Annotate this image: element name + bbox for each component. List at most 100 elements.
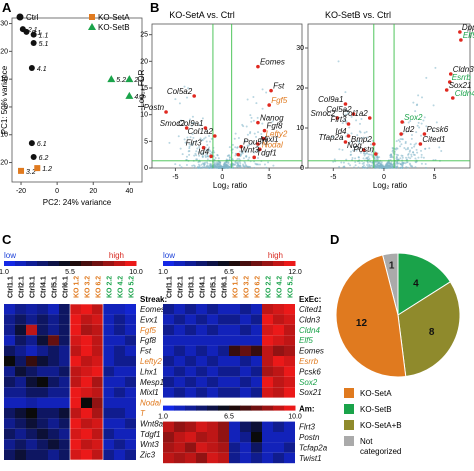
pie-slice-ko-setb	[397, 252, 452, 316]
heatmap-cell	[185, 442, 196, 453]
legend-label-ctrl: Ctrl	[26, 13, 39, 22]
heatmap-cell	[273, 314, 284, 325]
column-header-right-ko-2-2: KO 2.2	[266, 276, 273, 298]
heatmap-cell	[174, 314, 185, 325]
heatmap-cell	[273, 432, 284, 443]
volcano-background-point	[410, 153, 413, 156]
column-header-ko-6-2: KO 6.2	[96, 276, 103, 298]
volcano-background-point	[233, 137, 236, 140]
color-scale-low-label-right: low	[163, 251, 175, 260]
volcano-gene-label-col1a2: Col1a2	[187, 127, 213, 136]
heatmap-cell	[4, 345, 15, 356]
volcano-background-point	[368, 157, 371, 160]
heatmap-row-label-mixl1: Mixl1	[140, 388, 159, 397]
pie-legend-swatch-ko-setb	[344, 404, 354, 414]
pie-legend-label-ko-setb-line: KO-SetB	[360, 405, 392, 414]
volcano-background-point	[395, 140, 398, 143]
heatmap-cell	[174, 366, 185, 377]
volcano-background-point	[192, 164, 195, 167]
column-header-ctrl3-1: Ctrl3.1	[30, 276, 37, 298]
volcano-background-point	[242, 157, 245, 160]
volcano-gene-label-smoc2: Smoc2	[310, 109, 335, 118]
heatmap-cell	[81, 356, 92, 367]
volcano-y-tick-label: 0	[144, 165, 148, 172]
volcano-background-point	[363, 154, 366, 157]
heatmap-cell	[48, 408, 59, 419]
volcano-y-tick-label: 5	[144, 138, 148, 145]
heatmap-cell	[218, 366, 229, 377]
volcano-background-point	[203, 137, 206, 140]
heatmap-cell	[229, 421, 240, 432]
heatmap-cell	[26, 314, 37, 325]
pie-legend-label-notcategorized-line: Not	[360, 437, 373, 446]
volcano-gene-label-wnt3: Wnt3	[240, 146, 259, 155]
heatmap-cell	[174, 356, 185, 367]
volcano-background-point	[367, 153, 370, 156]
heatmap-cell	[70, 324, 81, 336]
heatmap-cell	[4, 356, 15, 367]
volcano-gene-label-mixl1: Mixl1	[260, 135, 279, 144]
volcano-background-point	[343, 166, 346, 169]
volcano-background-point	[245, 150, 248, 153]
volcano-background-point	[376, 165, 379, 168]
heatmap-cell	[81, 439, 92, 450]
heatmap-cell	[174, 432, 185, 443]
heatmap-cell	[59, 428, 70, 440]
volcano-gene-point	[399, 132, 403, 136]
heatmap-row-label-evx1: Evx1	[140, 315, 158, 324]
legend-marker-ko-setb	[88, 23, 96, 30]
heatmap-cell	[114, 304, 125, 315]
volcano-gene-point	[258, 147, 262, 152]
volcano-background-point	[258, 163, 261, 166]
volcano-background-point	[346, 112, 349, 115]
heatmap-cell	[240, 452, 251, 464]
volcano-background-point	[193, 121, 196, 124]
volcano-gene-label-sox21: Sox21	[449, 81, 472, 90]
volcano-background-point	[390, 154, 393, 157]
pie-legend-label-ko-seta-line: KO-SetA	[360, 389, 392, 398]
volcano-background-point	[225, 158, 228, 161]
volcano-background-point	[357, 166, 360, 169]
color-scale-2-tick: 12.0	[288, 269, 302, 276]
volcano-gene-point	[343, 102, 348, 106]
volcano-background-point	[263, 163, 266, 166]
volcano-background-point	[185, 164, 188, 167]
volcano-background-point	[254, 162, 257, 165]
heatmap-cell	[26, 428, 37, 440]
volcano-gene-point	[458, 30, 462, 34]
color-scale-3-segment	[284, 405, 296, 411]
volcano-background-point	[348, 141, 351, 144]
volcano-gene-label-pcsk6: Pcsk6	[426, 125, 448, 134]
color-scale-high-label: high	[109, 251, 124, 260]
heatmap-cell	[37, 366, 48, 377]
volcano-x-tick-label: 5	[433, 174, 437, 181]
volcano-background-point	[406, 158, 409, 161]
heatmap-cell	[125, 387, 136, 398]
volcano-background-point	[380, 161, 383, 164]
volcano-background-point	[413, 145, 416, 148]
volcano-background-point	[204, 156, 207, 159]
heatmap-row-label-pcsk6: Pcsk6	[299, 367, 321, 376]
volcano-background-point	[224, 166, 227, 169]
heatmap-cell	[26, 356, 37, 367]
pca-x-tick-label: 0	[55, 188, 59, 195]
volcano-background-point	[253, 132, 256, 135]
heatmap-cell	[103, 418, 114, 429]
heatmap-cell	[196, 314, 207, 325]
volcano-background-point	[377, 162, 380, 165]
volcano-y-label: -Log₁₀ FDR	[137, 69, 146, 110]
heatmap-cell	[92, 376, 103, 388]
volcano-background-point	[358, 142, 361, 145]
heatmap-cell	[48, 335, 59, 346]
volcano-background-point	[412, 153, 415, 156]
pca-y-tick-label: 20	[0, 48, 8, 55]
heatmap-cell	[125, 428, 136, 440]
volcano-background-point	[389, 165, 392, 168]
heatmap-row-label-cldn3: Cldn3	[299, 315, 320, 324]
volcano-background-point	[424, 147, 427, 150]
volcano-background-point	[244, 155, 247, 158]
heatmap-cell	[229, 387, 240, 398]
pca-x-tick-label: 20	[89, 188, 97, 195]
volcano-background-point	[267, 161, 270, 164]
